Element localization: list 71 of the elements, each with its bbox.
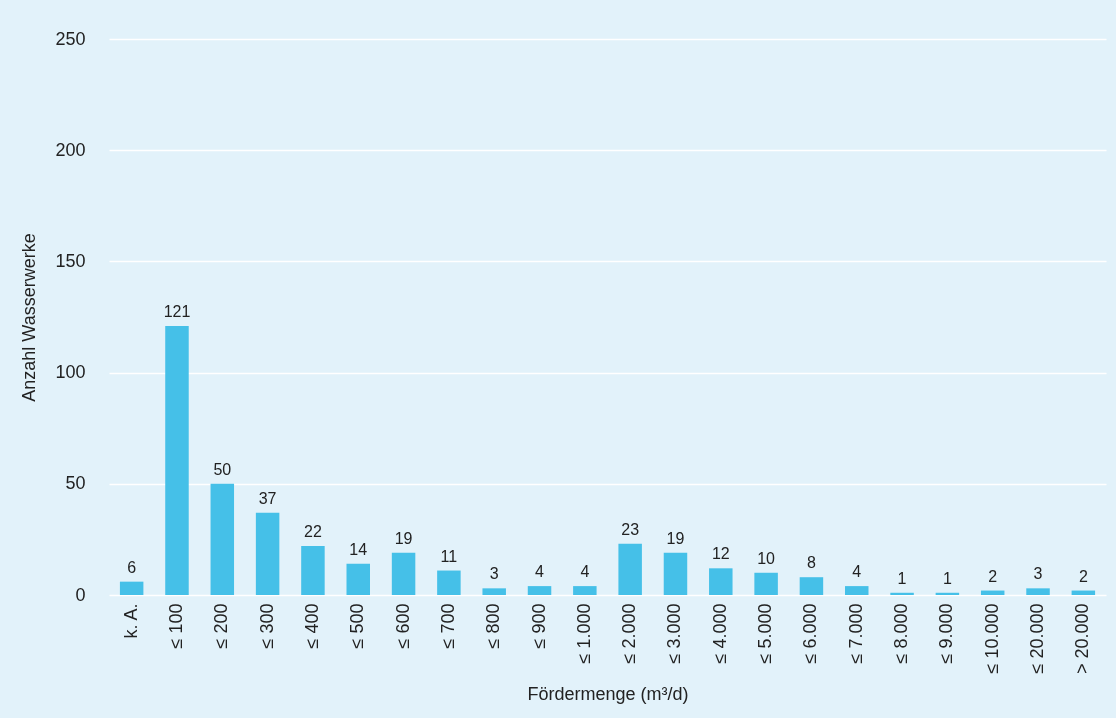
bar xyxy=(799,577,824,595)
x-tick-label: ≤ 5.000 xyxy=(755,603,776,664)
bar xyxy=(482,588,506,595)
x-tick-label: ≤ 2.000 xyxy=(619,603,640,664)
x-tick-label: ≤ 1.000 xyxy=(573,603,594,664)
bar xyxy=(754,572,778,595)
bar xyxy=(255,512,280,595)
y-tick-label: 50 xyxy=(65,473,86,494)
bar xyxy=(1026,588,1050,595)
bar xyxy=(301,546,325,595)
x-tick-label: ≤ 9.000 xyxy=(936,603,957,664)
data-label: 10 xyxy=(757,549,776,567)
x-tick-label: ≤ 8.000 xyxy=(891,603,912,664)
bar xyxy=(210,483,235,595)
x-tick-label: ≤ 400 xyxy=(301,603,322,649)
data-label: 12 xyxy=(711,545,730,563)
data-label: 37 xyxy=(258,489,277,507)
y-tick-label: 250 xyxy=(55,28,86,49)
data-label: 121 xyxy=(163,302,191,320)
bar xyxy=(890,592,914,595)
x-tick-label: ≤ 300 xyxy=(256,603,277,649)
data-label: 6 xyxy=(127,558,137,576)
data-label: 14 xyxy=(349,540,368,558)
x-tick-label: ≤ 800 xyxy=(483,603,504,649)
y-tick-label: 200 xyxy=(55,139,86,160)
bar xyxy=(346,563,370,595)
y-axis-title: Anzahl Wasserwerke xyxy=(19,233,40,402)
x-tick-label: ≤ 4.000 xyxy=(709,603,730,664)
bar xyxy=(845,586,869,595)
data-label: 23 xyxy=(621,520,640,538)
x-tick-label: ≤ 500 xyxy=(347,603,368,649)
data-label: 3 xyxy=(1033,565,1043,583)
x-tick-label: ≤ 100 xyxy=(165,603,186,649)
bar xyxy=(573,586,597,595)
data-label: 2 xyxy=(1078,567,1088,585)
x-tick-label: ≤ 6.000 xyxy=(800,603,821,664)
bar xyxy=(663,552,688,595)
y-tick-label: 100 xyxy=(55,362,86,383)
data-label: 1 xyxy=(942,569,952,587)
x-tick-label: ≤ 700 xyxy=(437,603,458,649)
data-label: 4 xyxy=(535,563,545,581)
x-tick-label: ≤ 3.000 xyxy=(664,603,685,664)
data-label: 11 xyxy=(440,547,458,565)
bar xyxy=(709,568,733,595)
x-tick-label: ≤ 200 xyxy=(211,603,232,649)
x-tick-label: ≤ 900 xyxy=(528,603,549,649)
x-tick-label: > 20.000 xyxy=(1072,603,1093,675)
data-label: 22 xyxy=(304,523,322,541)
data-label: 4 xyxy=(580,563,590,581)
data-label: 2 xyxy=(988,567,998,585)
data-label: 19 xyxy=(666,529,685,547)
data-label: 8 xyxy=(806,554,816,572)
data-label: 1 xyxy=(897,569,907,587)
y-tick-label: 0 xyxy=(75,584,86,605)
bar xyxy=(165,325,189,595)
data-label: 4 xyxy=(852,563,862,581)
x-tick-label: ≤ 10.000 xyxy=(981,603,1002,674)
y-tick-label: 150 xyxy=(55,250,86,271)
x-tick-label: k. A. xyxy=(120,603,141,639)
bar xyxy=(527,586,552,595)
data-label: 3 xyxy=(489,565,499,583)
x-tick-label: ≤ 7.000 xyxy=(845,603,866,664)
x-tick-label: ≤ 600 xyxy=(392,603,413,649)
bar xyxy=(119,581,144,595)
data-label: 50 xyxy=(213,460,232,478)
x-tick-label: ≤ 20.000 xyxy=(1027,603,1048,674)
bar xyxy=(391,552,416,595)
bar xyxy=(618,543,642,595)
x-axis-title: Fördermenge (m³/d) xyxy=(527,684,689,705)
data-label: 19 xyxy=(394,529,413,547)
bar xyxy=(437,570,461,595)
